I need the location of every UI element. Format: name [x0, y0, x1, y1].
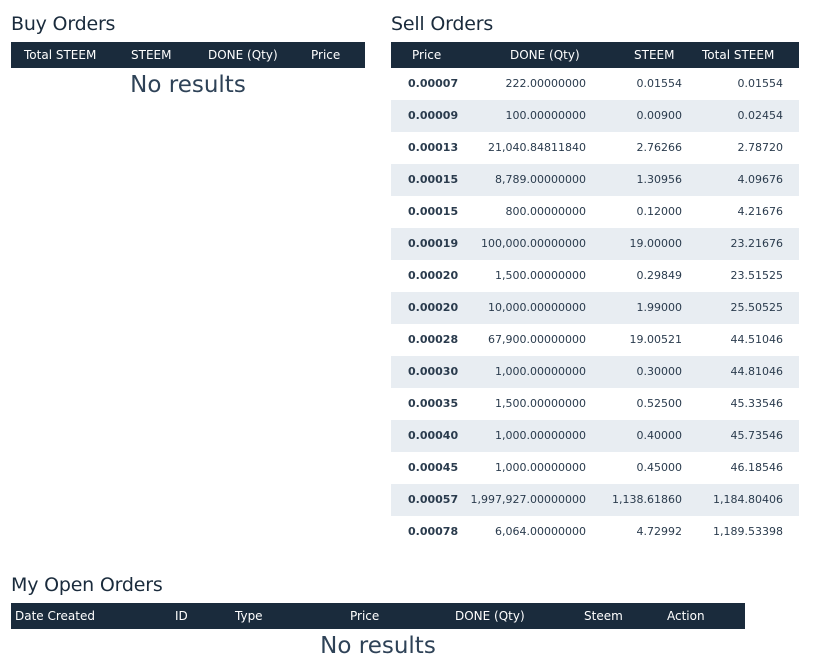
sell-cell-steem: 0.01554: [636, 77, 683, 90]
sell-col-steem[interactable]: STEEM: [634, 48, 675, 62]
sell-cell-price: 0.00015: [408, 173, 459, 186]
sell-cell-done-qty: 1,500.00000000: [495, 269, 586, 282]
sell-order-row[interactable]: 0.00019 100,000.00000000 19.00000 23.21676: [391, 228, 799, 260]
open-col-id[interactable]: ID: [175, 609, 188, 623]
sell-cell-steem: 19.00000: [629, 237, 683, 250]
sell-order-row[interactable]: 0.00035 1,500.00000000 0.52500 45.33546: [391, 388, 799, 420]
sell-cell-price: 0.00078: [408, 525, 459, 538]
sell-order-row[interactable]: 0.00020 1,500.00000000 0.29849 23.51525: [391, 260, 799, 292]
sell-order-row[interactable]: 0.00013 21,040.84811840 2.76266 2.78720: [391, 132, 799, 164]
sell-cell-done-qty: 222.00000000: [505, 77, 586, 90]
sell-cell-done-qty: 67,900.00000000: [488, 333, 586, 346]
buy-col-total-steem[interactable]: Total STEEM: [24, 48, 97, 62]
sell-cell-done-qty: 800.00000000: [505, 205, 586, 218]
sell-cell-total-steem: 4.21676: [737, 205, 784, 218]
sell-cell-total-steem: 23.51525: [730, 269, 784, 282]
sell-cell-done-qty: 8,789.00000000: [495, 173, 586, 186]
open-col-price[interactable]: Price: [350, 609, 380, 623]
sell-order-row[interactable]: 0.00040 1,000.00000000 0.40000 45.73546: [391, 420, 799, 452]
sell-cell-done-qty: 100.00000000: [505, 109, 586, 122]
buy-orders-title: Buy Orders: [11, 13, 116, 35]
sell-order-row[interactable]: 0.00028 67,900.00000000 19.00521 44.51046: [391, 324, 799, 356]
open-col-date-created[interactable]: Date Created: [15, 609, 95, 623]
sell-cell-steem: 2.76266: [636, 141, 683, 154]
sell-cell-total-steem: 44.51046: [730, 333, 784, 346]
sell-cell-price: 0.00009: [408, 109, 459, 122]
sell-cell-total-steem: 1,189.53398: [713, 525, 783, 538]
sell-order-row[interactable]: 0.00057 1,997,927.00000000 1,138.61860 1,18…: [391, 484, 799, 516]
sell-order-row[interactable]: 0.00030 1,000.00000000 0.30000 44.81046: [391, 356, 799, 388]
sell-cell-steem: 1,138.61860: [612, 493, 682, 506]
sell-cell-done-qty: 1,500.00000000: [495, 397, 586, 410]
sell-order-row[interactable]: 0.00009 100.00000000 0.00900 0.02454: [391, 100, 799, 132]
open-col-type[interactable]: Type: [235, 609, 263, 623]
sell-cell-price: 0.00020: [408, 301, 459, 314]
sell-cell-total-steem: 44.81046: [730, 365, 784, 378]
sell-cell-done-qty: 6,064.00000000: [495, 525, 586, 538]
sell-cell-total-steem: 45.73546: [730, 429, 784, 442]
sell-cell-done-qty: 1,997,927.00000000: [470, 493, 586, 506]
sell-order-row[interactable]: 0.00007 222.00000000 0.01554 0.01554: [391, 68, 799, 100]
sell-cell-total-steem: 46.18546: [730, 461, 784, 474]
buy-orders-empty-message: No results: [130, 72, 246, 98]
sell-cell-total-steem: 2.78720: [737, 141, 784, 154]
sell-cell-price: 0.00035: [408, 397, 459, 410]
open-orders-header: Date Created ID Type Price DONE (Qty) St…: [11, 603, 745, 629]
sell-orders-header: Price DONE (Qty) STEEM Total STEEM: [391, 42, 799, 68]
sell-cell-steem: 4.72992: [636, 525, 683, 538]
sell-cell-price: 0.00057: [408, 493, 459, 506]
sell-cell-steem: 0.12000: [636, 205, 683, 218]
sell-cell-price: 0.00028: [408, 333, 459, 346]
buy-col-done-qty[interactable]: DONE (Qty): [208, 48, 278, 62]
sell-cell-steem: 0.00900: [636, 109, 683, 122]
sell-col-price[interactable]: Price: [412, 48, 442, 62]
sell-cell-price: 0.00030: [408, 365, 459, 378]
sell-cell-done-qty: 1,000.00000000: [495, 365, 586, 378]
sell-order-row[interactable]: 0.00015 800.00000000 0.12000 4.21676: [391, 196, 799, 228]
sell-order-row[interactable]: 0.00015 8,789.00000000 1.30956 4.09676: [391, 164, 799, 196]
open-col-steem[interactable]: Steem: [584, 609, 623, 623]
sell-cell-price: 0.00019: [408, 237, 459, 250]
sell-cell-done-qty: 100,000.00000000: [481, 237, 586, 250]
sell-cell-steem: 1.99000: [636, 301, 683, 314]
sell-cell-total-steem: 0.01554: [737, 77, 784, 90]
sell-cell-done-qty: 21,040.84811840: [488, 141, 586, 154]
sell-cell-done-qty: 1,000.00000000: [495, 429, 586, 442]
sell-col-total-steem[interactable]: Total STEEM: [702, 48, 775, 62]
sell-cell-price: 0.00020: [408, 269, 459, 282]
open-col-done-qty[interactable]: DONE (Qty): [455, 609, 525, 623]
sell-cell-total-steem: 0.02454: [737, 109, 784, 122]
open-orders-empty-message: No results: [320, 633, 436, 659]
buy-col-price[interactable]: Price: [311, 48, 341, 62]
open-col-action[interactable]: Action: [667, 609, 705, 623]
sell-cell-steem: 0.30000: [636, 365, 683, 378]
sell-cell-steem: 0.40000: [636, 429, 683, 442]
buy-col-steem[interactable]: STEEM: [131, 48, 172, 62]
open-orders-title: My Open Orders: [11, 574, 163, 596]
sell-cell-price: 0.00013: [408, 141, 459, 154]
sell-cell-done-qty: 1,000.00000000: [495, 461, 586, 474]
sell-cell-steem: 0.29849: [636, 269, 683, 282]
sell-cell-steem: 0.52500: [636, 397, 683, 410]
sell-cell-total-steem: 4.09676: [737, 173, 784, 186]
sell-cell-total-steem: 45.33546: [730, 397, 784, 410]
sell-orders-table: 0.00007 222.00000000 0.01554 0.01554 0.00009…: [391, 68, 799, 548]
buy-orders-header: Total STEEM STEEM DONE (Qty) Price: [11, 42, 365, 68]
sell-cell-price: 0.00015: [408, 205, 459, 218]
sell-cell-price: 0.00007: [408, 77, 459, 90]
sell-cell-total-steem: 1,184.80406: [713, 493, 783, 506]
sell-cell-total-steem: 23.21676: [730, 237, 784, 250]
sell-order-row[interactable]: 0.00078 6,064.00000000 4.72992 1,189.53398: [391, 516, 799, 548]
sell-order-row[interactable]: 0.00045 1,000.00000000 0.45000 46.18546: [391, 452, 799, 484]
sell-cell-price: 0.00040: [408, 429, 459, 442]
sell-cell-done-qty: 10,000.00000000: [488, 301, 586, 314]
sell-col-done-qty[interactable]: DONE (Qty): [510, 48, 580, 62]
sell-cell-steem: 1.30956: [636, 173, 683, 186]
sell-cell-steem: 19.00521: [629, 333, 683, 346]
sell-cell-price: 0.00045: [408, 461, 459, 474]
sell-cell-steem: 0.45000: [636, 461, 683, 474]
sell-orders-title: Sell Orders: [391, 13, 494, 35]
sell-order-row[interactable]: 0.00020 10,000.00000000 1.99000 25.50525: [391, 292, 799, 324]
sell-cell-total-steem: 25.50525: [730, 301, 784, 314]
